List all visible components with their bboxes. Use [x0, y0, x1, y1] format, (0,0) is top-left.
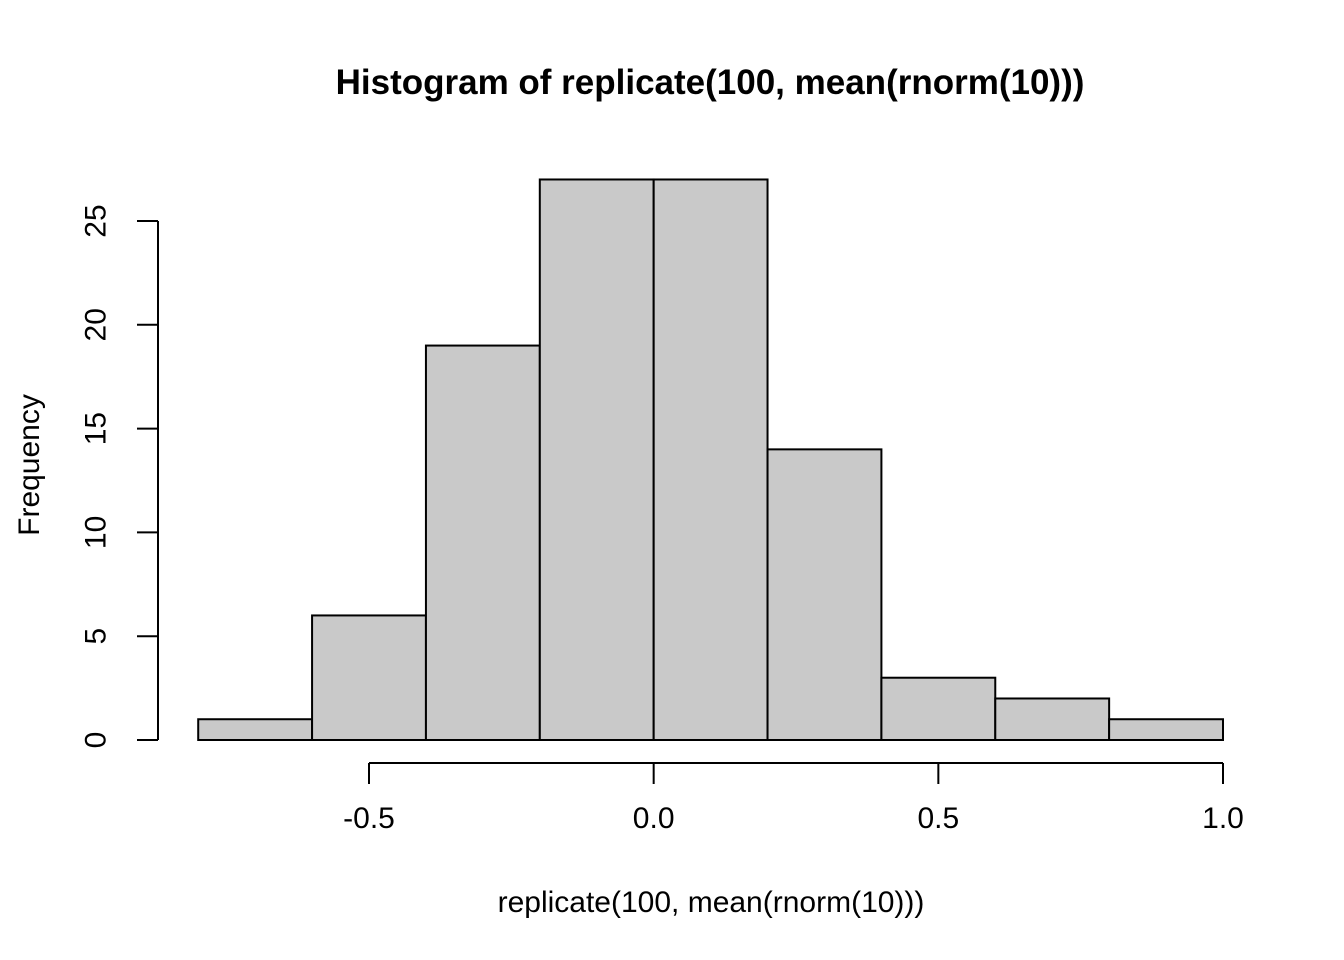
y-tick-label: 0 [80, 732, 113, 749]
x-tick-label: 0.5 [917, 802, 959, 835]
histogram-bar [197, 718, 314, 741]
x-tick-label: 0.0 [633, 802, 675, 835]
histogram-bar [1108, 718, 1225, 741]
histogram-bar [994, 697, 1111, 741]
y-tick-label: 25 [80, 204, 113, 237]
histogram-bar [766, 448, 883, 741]
histogram-bar [424, 344, 541, 741]
histogram-bar [880, 676, 997, 741]
chart-title: Histogram of replicate(100, mean(rnorm(1… [335, 63, 1085, 102]
histogram-bar [538, 178, 655, 742]
y-tick-label: 20 [80, 308, 113, 341]
y-tick-label: 10 [80, 516, 113, 549]
y-tick-label: 15 [80, 412, 113, 445]
histogram-bar [311, 614, 427, 741]
x-tick-label: -0.5 [343, 802, 395, 835]
x-axis-label: replicate(100, mean(rnorm(10))) [497, 886, 925, 919]
histogram-bar [652, 178, 769, 742]
x-tick-label: 1.0 [1202, 802, 1244, 835]
y-tick-label: 5 [80, 628, 113, 645]
